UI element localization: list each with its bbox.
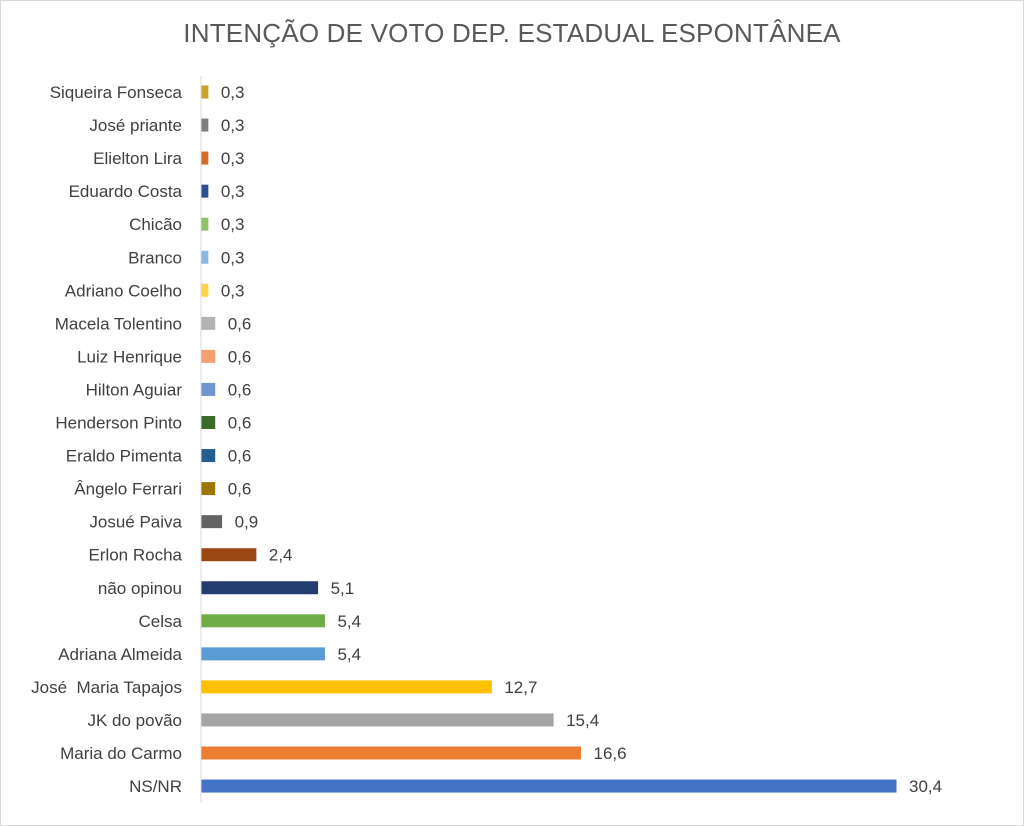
bar bbox=[201, 184, 209, 198]
category-label: Elielton Lira bbox=[93, 149, 182, 168]
bar bbox=[201, 614, 325, 628]
bar bbox=[201, 382, 216, 396]
data-label: 2,4 bbox=[269, 546, 293, 565]
data-label: 5,4 bbox=[337, 645, 361, 664]
data-label: 0,3 bbox=[221, 281, 245, 300]
bar bbox=[201, 151, 209, 165]
category-label: Celsa bbox=[139, 612, 183, 631]
category-label: Adriana Almeida bbox=[58, 645, 182, 664]
bar bbox=[201, 449, 216, 463]
data-label: 0,6 bbox=[228, 447, 252, 466]
data-label: 0,6 bbox=[228, 380, 252, 399]
data-label: 0,6 bbox=[228, 347, 252, 366]
bar bbox=[201, 515, 223, 529]
bar bbox=[201, 316, 216, 330]
bar bbox=[201, 548, 257, 562]
category-label: não opinou bbox=[98, 579, 182, 598]
bar bbox=[201, 746, 582, 760]
category-label: Siqueira Fonseca bbox=[50, 83, 183, 102]
category-label: NS/NR bbox=[129, 777, 182, 796]
category-label: José Maria Tapajos bbox=[31, 678, 182, 697]
data-label: 0,3 bbox=[221, 149, 245, 168]
data-label: 0,9 bbox=[235, 513, 259, 532]
category-label: JK do povão bbox=[87, 711, 182, 730]
bar bbox=[201, 416, 216, 429]
data-label: 0,6 bbox=[228, 480, 252, 499]
category-label: Chicão bbox=[129, 215, 182, 234]
bar bbox=[201, 779, 897, 793]
category-label: Josué Paiva bbox=[89, 513, 182, 532]
data-label: 0,3 bbox=[221, 83, 245, 102]
data-label: 0,6 bbox=[228, 414, 252, 433]
category-label: Ângelo Ferrari bbox=[74, 480, 182, 499]
bar bbox=[201, 349, 216, 363]
category-label: Branco bbox=[128, 248, 182, 267]
bar bbox=[201, 581, 319, 595]
category-label: Maria do Carmo bbox=[60, 744, 182, 763]
data-label: 0,3 bbox=[221, 116, 245, 135]
data-label: 0,3 bbox=[221, 248, 245, 267]
category-label: Eraldo Pimenta bbox=[66, 447, 183, 466]
category-label: Erlon Rocha bbox=[88, 546, 182, 565]
category-label: Adriano Coelho bbox=[65, 281, 182, 300]
category-label: Hilton Aguiar bbox=[86, 380, 183, 399]
bar bbox=[201, 647, 325, 661]
data-label: 5,1 bbox=[331, 579, 355, 598]
data-label: 0,3 bbox=[221, 215, 245, 234]
bar bbox=[201, 250, 209, 264]
category-label: Henderson Pinto bbox=[55, 414, 182, 433]
chart-title: INTENÇÃO DE VOTO DEP. ESTADUAL ESPONTÂNE… bbox=[183, 18, 841, 48]
bar bbox=[201, 283, 209, 297]
data-label: 30,4 bbox=[909, 777, 942, 796]
bar bbox=[201, 713, 554, 727]
data-label: 12,7 bbox=[504, 678, 537, 697]
bar bbox=[201, 85, 209, 99]
data-label: 15,4 bbox=[566, 711, 599, 730]
category-label: Luiz Henrique bbox=[77, 347, 182, 366]
data-label: 5,4 bbox=[337, 612, 361, 631]
bar bbox=[201, 217, 209, 231]
data-label: 0,6 bbox=[228, 314, 252, 333]
category-label: José priante bbox=[89, 116, 182, 135]
bar bbox=[201, 482, 216, 496]
data-label: 16,6 bbox=[594, 744, 627, 763]
category-label: Eduardo Costa bbox=[69, 182, 183, 201]
bar bbox=[201, 680, 492, 694]
category-label: Macela Tolentino bbox=[55, 314, 182, 333]
data-label: 0,3 bbox=[221, 182, 245, 201]
bar bbox=[201, 118, 209, 132]
